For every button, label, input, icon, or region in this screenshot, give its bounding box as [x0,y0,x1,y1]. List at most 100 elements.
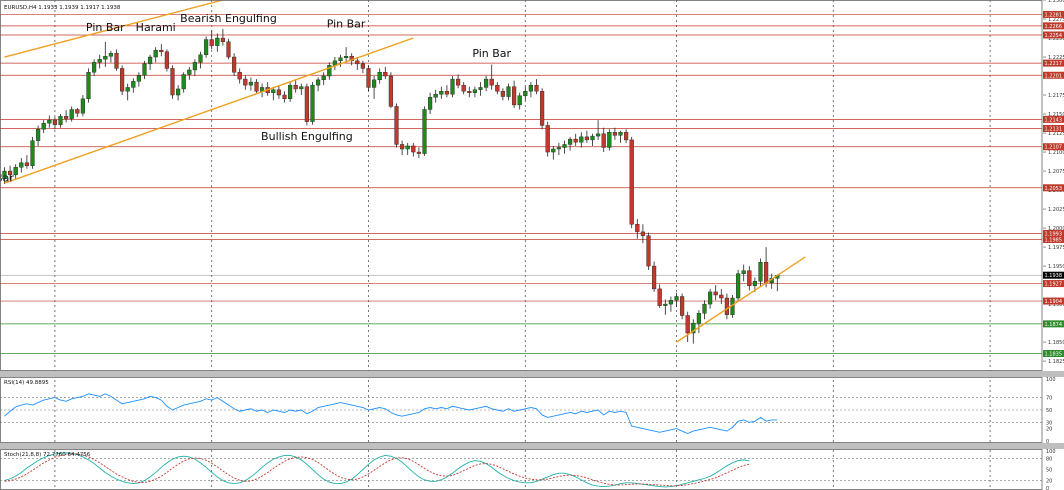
price-panel: 1.23001.22751.22501.22251.22001.21751.21… [0,0,1064,365]
candle-body [556,147,561,150]
rsi-axis-label: 100 [1046,377,1056,383]
price-axis-label: 1.2225 [1048,55,1064,61]
candle-body [125,87,130,92]
level-label-box [1043,184,1064,192]
candle-body [86,72,91,100]
rsi-axis-label: 50 [1046,408,1052,414]
candle-body [344,56,349,58]
candle-body [80,98,85,114]
stoch-axis-label: 20 [1046,479,1052,485]
candle-body [618,132,623,136]
candle-body [366,68,371,88]
candle-body [461,84,466,92]
candle-body [708,291,713,305]
candle-body [75,109,80,114]
current-price-label: 1.1938 [1045,273,1063,279]
stoch-axis-label: 0 [1046,486,1049,490]
candle-body [282,94,287,100]
trendline [4,37,414,184]
candle-body [142,63,147,76]
panel-border [0,377,1043,443]
price-axis-label: 1.2150 [1048,112,1064,118]
candle-body [13,167,18,176]
level-label-box [1043,59,1064,67]
candle-body [467,91,472,93]
candle-body [231,56,237,73]
level-label: 1.1874 [1045,322,1063,328]
level-label: 1.1904 [1045,299,1063,305]
stoch-axis-label: 50 [1046,468,1052,474]
pattern-annotation: Bar [0,172,14,185]
candle-body [545,125,550,153]
price-axis-label: 1.1825 [1048,359,1064,365]
candle-body [19,162,24,168]
level-label-box [1043,143,1064,151]
candle-body [131,81,136,88]
stoch-series-line [4,452,750,488]
candle-body [674,296,679,301]
stoch-axis-label: 80 [1046,456,1052,462]
candle-body [164,51,169,69]
candle-body [97,59,102,63]
candle-body [657,288,662,306]
level-label: 1.2053 [1045,186,1063,192]
panel-border [0,449,1043,490]
level-label-box [1043,229,1064,237]
candle-body [30,140,35,166]
candle-body [668,300,673,305]
candle-body [248,81,253,86]
pattern-annotation: Pin Bar [327,17,366,30]
level-label: 1.2217 [1045,61,1063,67]
rsi-header: RSI(14) 49.8895 [4,380,49,386]
candle-body [377,72,382,81]
candle-body [607,132,612,148]
candle-body [517,95,522,106]
pattern-annotation: Bearish Engulfing [180,12,277,25]
panel-separator [0,443,1064,449]
candle-body [220,37,225,43]
candle-body [568,138,573,145]
candle-body [181,74,186,90]
pattern-annotation: Harami [136,21,176,34]
candle-body [584,136,589,141]
level-label: 1.1993 [1045,231,1063,237]
candle-body [147,56,153,65]
candle-body [489,78,494,86]
candle-body [450,78,455,95]
candle-body [764,262,769,284]
price-axis-label: 1.1975 [1048,245,1064,251]
price-axis-label: 1.1950 [1048,264,1064,270]
candle-body [91,62,97,73]
price-axis-label: 1.2025 [1048,207,1064,213]
candle-body [702,303,707,314]
candle-body [741,270,746,274]
candle-body [478,87,483,90]
panel-separator [0,371,1064,377]
candle-body [52,119,57,125]
candle-body [635,224,640,233]
rsi-series-line [4,393,778,435]
candle-body [276,89,281,96]
level-label: 1.2107 [1045,145,1063,151]
rsi-axis-label: 0 [1046,439,1049,445]
candle-body [159,49,164,52]
rsi-axis-label: 20 [1046,427,1052,433]
level-label-box [1043,280,1064,288]
panel-border [0,0,1043,371]
level-label: 1.2281 [1045,12,1063,18]
current-price-box [1043,271,1064,279]
level-label-box [1043,297,1064,305]
candle-body [596,133,601,137]
candle-body [422,109,427,154]
candle-body [439,91,444,95]
candle-body [388,75,393,107]
candle-body [299,86,304,90]
level-label-box [1043,31,1064,39]
candle-body [573,138,578,143]
price-axis-label: 1.1900 [1048,302,1064,308]
candle-body [215,37,220,46]
candle-body [719,294,724,299]
level-label: 1.2201 [1045,73,1063,79]
candle-body [713,291,718,296]
